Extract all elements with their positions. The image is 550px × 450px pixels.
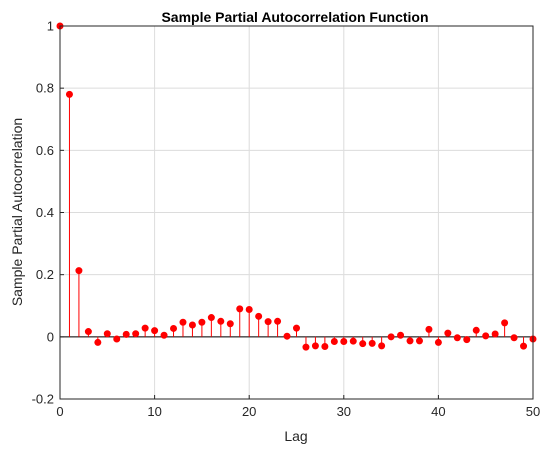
stem-marker bbox=[217, 317, 225, 325]
y-tick-labels: -0.2 0 0.2 0.4 0.6 0.8 1 bbox=[32, 19, 64, 407]
y-tick-label: 0.4 bbox=[36, 205, 54, 220]
stem-marker bbox=[293, 324, 300, 332]
y-tick-label: -0.2 bbox=[32, 392, 54, 407]
stem-marker bbox=[406, 337, 414, 345]
y-tick-label: 0.2 bbox=[36, 267, 54, 282]
stem-marker bbox=[65, 90, 73, 98]
stem-marker bbox=[387, 333, 395, 341]
stem-marker bbox=[84, 328, 92, 336]
x-tick-label: 20 bbox=[242, 404, 256, 419]
stem-marker bbox=[113, 335, 121, 343]
stem-marker bbox=[255, 312, 263, 320]
y-tick-label: 0 bbox=[47, 329, 54, 344]
stem-marker bbox=[340, 337, 348, 345]
x-tick-label: 40 bbox=[431, 404, 445, 419]
stem-marker bbox=[311, 342, 319, 350]
stem-marker bbox=[283, 332, 291, 340]
stem-marker bbox=[444, 329, 452, 337]
stem-marker bbox=[264, 318, 272, 326]
stem-marker bbox=[359, 340, 367, 348]
x-tick-label: 50 bbox=[526, 404, 540, 419]
stem-marker bbox=[368, 339, 376, 347]
stem-marker bbox=[170, 324, 178, 332]
y-tick-label: 0.6 bbox=[36, 143, 54, 158]
stem-marker bbox=[378, 342, 386, 350]
stem-marker bbox=[302, 343, 310, 351]
stem-marker bbox=[434, 338, 442, 346]
y-tick-label: 0.8 bbox=[36, 81, 54, 96]
stem-marker bbox=[425, 325, 433, 333]
y-axis-label: Sample Partial Autocorrelation bbox=[9, 118, 25, 306]
grid-lines bbox=[59, 25, 534, 400]
x-tick-labels: 0 10 20 30 40 50 bbox=[56, 395, 540, 419]
stem-marker bbox=[122, 330, 130, 338]
stem-marker bbox=[151, 327, 159, 335]
stem-marker bbox=[349, 337, 357, 345]
stem-marker bbox=[453, 334, 461, 342]
stem-marker bbox=[245, 305, 253, 313]
stem-marker bbox=[397, 331, 405, 339]
stem-marker bbox=[141, 324, 149, 332]
stem-marker bbox=[236, 305, 244, 313]
chart-title: Sample Partial Autocorrelation Function bbox=[161, 9, 428, 25]
stem-marker bbox=[330, 337, 338, 345]
stem-marker bbox=[132, 330, 140, 338]
stem-marker bbox=[510, 334, 518, 342]
stems bbox=[59, 26, 534, 348]
stem-marker bbox=[226, 320, 234, 328]
stem-marker bbox=[94, 338, 102, 346]
stem-marker bbox=[482, 332, 490, 340]
y-tick-label: 1 bbox=[47, 19, 54, 34]
stem-marker bbox=[415, 337, 423, 345]
x-tick-label: 30 bbox=[337, 404, 351, 419]
stem-marker bbox=[103, 330, 111, 338]
stem-marker bbox=[198, 318, 206, 326]
stem-marker bbox=[520, 342, 528, 350]
x-axis-label: Lag bbox=[284, 428, 307, 444]
stem-marker bbox=[179, 318, 187, 326]
markers bbox=[56, 22, 537, 351]
stem-marker bbox=[501, 319, 509, 327]
stem-marker bbox=[491, 330, 499, 338]
stem-marker bbox=[188, 321, 196, 329]
stem-marker bbox=[75, 267, 83, 275]
x-tick-label: 0 bbox=[56, 404, 63, 419]
stem-marker bbox=[472, 326, 480, 334]
stem-marker bbox=[463, 336, 471, 344]
x-tick-label: 10 bbox=[147, 404, 161, 419]
stem-marker bbox=[274, 317, 282, 325]
stem-marker bbox=[207, 314, 215, 322]
stem-marker bbox=[160, 331, 168, 339]
stem-marker bbox=[321, 342, 329, 350]
